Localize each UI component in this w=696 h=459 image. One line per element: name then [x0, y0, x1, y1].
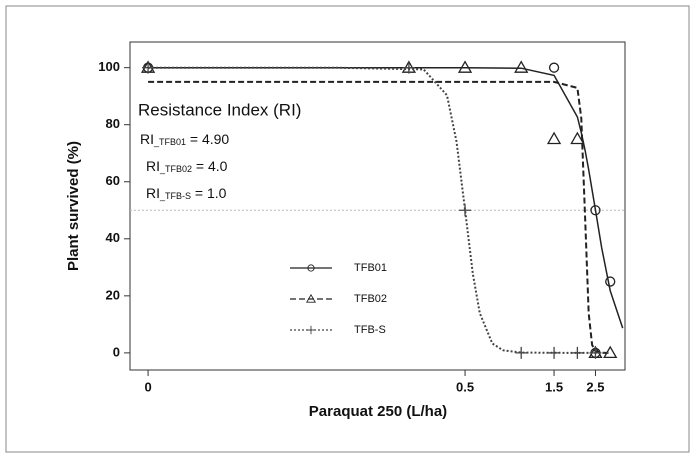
y-tick-label: 20 [106, 287, 120, 302]
legend-marker [306, 293, 316, 303]
y-tick-label: 0 [113, 344, 120, 359]
y-tick-label: 40 [106, 230, 120, 245]
x-tick-label: 2.5 [586, 379, 604, 394]
x-tick-label: 1.5 [545, 379, 563, 394]
marker-triangle [570, 131, 585, 145]
y-tick-label: 100 [98, 59, 120, 74]
marker-circle [548, 62, 560, 73]
annotation-prefix: RI [140, 131, 154, 147]
marker-plus [548, 346, 561, 359]
legend-label: TFB01 [354, 262, 387, 274]
annotation-suffix: = 1.0 [191, 185, 227, 201]
annotation-prefix: RI [146, 185, 160, 201]
x-tick-label: 0.5 [456, 379, 474, 394]
annotation-suffix: = 4.90 [186, 131, 229, 147]
marker-triangle [546, 131, 562, 145]
annotation-suffix: = 4.0 [192, 158, 228, 174]
marker-plus [589, 346, 602, 359]
marker-plus [459, 204, 472, 217]
legend-marker [307, 264, 315, 272]
y-tick-label: 80 [106, 116, 120, 131]
fit-curve [148, 66, 624, 329]
marker-plus [142, 61, 155, 74]
marker-circle [605, 276, 616, 287]
x-axis-title: Paraquat 250 (L/ha) [309, 403, 447, 420]
marker-circle [590, 205, 601, 216]
marker-plus [571, 346, 584, 359]
annotation: RI_TFB02 = 4.0 [146, 158, 228, 175]
annotation: RI_TFB01 = 4.90 [140, 131, 229, 148]
y-tick-label: 60 [106, 173, 120, 188]
annotation-title: Resistance Index (RI) [138, 100, 301, 119]
legend-label: TFB02 [354, 293, 387, 305]
annotation: RI_TFB-S = 1.0 [146, 185, 227, 202]
annotation-sub: _TFB02 [159, 164, 192, 174]
legend-marker [306, 325, 316, 335]
y-axis-title: Plant survived (%) [65, 141, 82, 271]
fit-curve [148, 80, 611, 354]
marker-plus [515, 346, 528, 359]
marker-plus [402, 61, 415, 74]
marker-triangle [457, 60, 473, 73]
marker-triangle [514, 60, 529, 73]
legend-label: TFB-S [354, 324, 386, 336]
x-tick-label: 0 [144, 379, 151, 394]
plot-box [129, 41, 626, 371]
frame [5, 5, 690, 453]
annotation-sub: _TFB01 [153, 137, 186, 147]
annotation-prefix: RI [146, 158, 160, 174]
annotation-sub: _TFB-S [159, 191, 191, 201]
